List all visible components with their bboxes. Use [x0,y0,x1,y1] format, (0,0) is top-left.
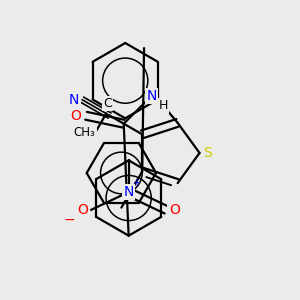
Text: O: O [169,203,180,217]
Text: O: O [78,203,88,217]
Text: H: H [159,99,168,112]
Text: CH₃: CH₃ [74,126,95,139]
Text: O: O [71,109,82,123]
Text: −: − [63,213,75,227]
Text: N: N [146,89,157,103]
Text: S: S [203,146,212,160]
Text: +: + [132,178,140,188]
Text: C: C [103,97,112,110]
Text: N: N [69,93,80,107]
Text: N: N [124,185,134,199]
